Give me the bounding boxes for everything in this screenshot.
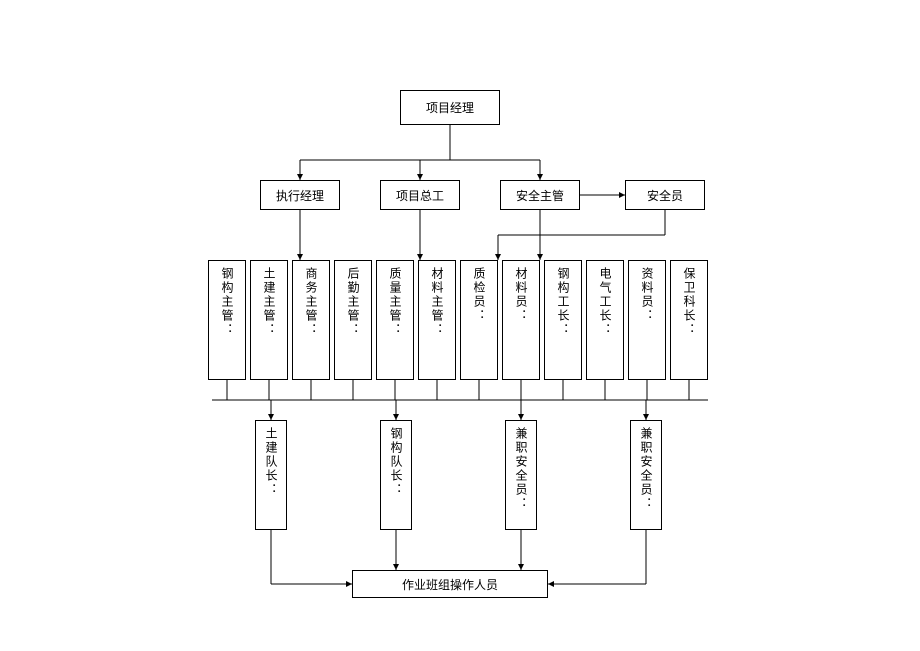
label: 土建主管：	[263, 267, 275, 337]
label: 资料员：	[641, 267, 653, 323]
node-row3-1: 土建主管：	[250, 260, 288, 380]
label: 钢构主管：	[221, 267, 233, 337]
label: 安全主管	[516, 187, 564, 204]
node-safety-officer: 安全员	[625, 180, 705, 210]
node-row3-5: 材料主管：	[418, 260, 456, 380]
label: 兼职安全员：	[515, 427, 527, 511]
node-row3-0: 钢构主管：	[208, 260, 246, 380]
node-workers: 作业班组操作人员	[352, 570, 548, 598]
node-exec-manager: 执行经理	[260, 180, 340, 210]
label: 保卫科长：	[683, 267, 695, 337]
node-chief-engineer: 项目总工	[380, 180, 460, 210]
label: 安全员	[647, 187, 683, 204]
node-row3-2: 商务主管：	[292, 260, 330, 380]
node-row3-6: 质检员：	[460, 260, 498, 380]
label: 作业班组操作人员	[402, 576, 498, 593]
label: 材料员：	[515, 267, 527, 323]
node-row4-1: 钢构队长：	[380, 420, 412, 530]
node-row4-2: 兼职安全员：	[505, 420, 537, 530]
label: 电气工长：	[599, 267, 611, 337]
label: 商务主管：	[305, 267, 317, 337]
node-row3-4: 质量主管：	[376, 260, 414, 380]
node-row4-0: 土建队长：	[255, 420, 287, 530]
label: 质量主管：	[389, 267, 401, 337]
label: 材料主管：	[431, 267, 443, 337]
label: 质检员：	[473, 267, 485, 323]
label: 钢构队长：	[390, 427, 402, 497]
node-row3-8: 钢构工长：	[544, 260, 582, 380]
node-row3-10: 资料员：	[628, 260, 666, 380]
label: 兼职安全员：	[640, 427, 652, 511]
label: 项目经理	[426, 99, 474, 116]
node-row3-9: 电气工长：	[586, 260, 624, 380]
node-row3-7: 材料员：	[502, 260, 540, 380]
node-row3-11: 保卫科长：	[670, 260, 708, 380]
label: 钢构工长：	[557, 267, 569, 337]
label: 项目总工	[396, 187, 444, 204]
label: 执行经理	[276, 187, 324, 204]
node-row4-3: 兼职安全员：	[630, 420, 662, 530]
node-project-manager: 项目经理	[400, 90, 500, 125]
node-safety-manager: 安全主管	[500, 180, 580, 210]
label: 后勤主管：	[347, 267, 359, 337]
node-row3-3: 后勤主管：	[334, 260, 372, 380]
label: 土建队长：	[265, 427, 277, 497]
